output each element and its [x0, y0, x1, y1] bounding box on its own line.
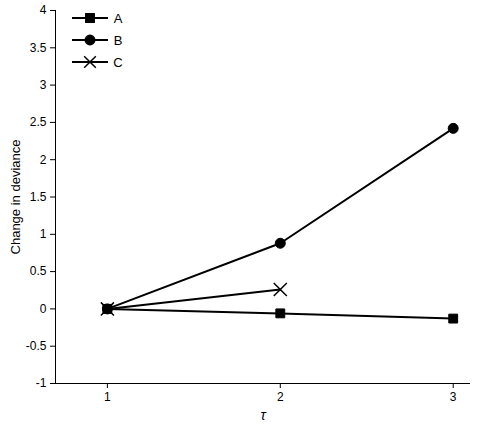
- svg-text:1: 1: [104, 390, 111, 404]
- svg-text:τ: τ: [260, 407, 266, 423]
- svg-text:3: 3: [40, 78, 47, 92]
- svg-text:B: B: [114, 33, 123, 48]
- svg-text:3: 3: [450, 390, 457, 404]
- svg-text:-0.5: -0.5: [26, 339, 47, 353]
- svg-text:2: 2: [277, 390, 284, 404]
- svg-text:0: 0: [40, 302, 47, 316]
- svg-text:-1: -1: [36, 376, 47, 390]
- svg-text:1.5: 1.5: [30, 190, 47, 204]
- svg-text:2.5: 2.5: [30, 115, 47, 129]
- svg-text:2: 2: [40, 153, 47, 167]
- svg-text:0.5: 0.5: [30, 264, 47, 278]
- svg-text:A: A: [114, 11, 123, 26]
- svg-text:1: 1: [40, 227, 47, 241]
- svg-text:3.5: 3.5: [30, 41, 47, 55]
- svg-text:4: 4: [40, 3, 47, 17]
- svg-text:Change in deviance: Change in deviance: [8, 140, 23, 255]
- svg-text:C: C: [113, 55, 122, 70]
